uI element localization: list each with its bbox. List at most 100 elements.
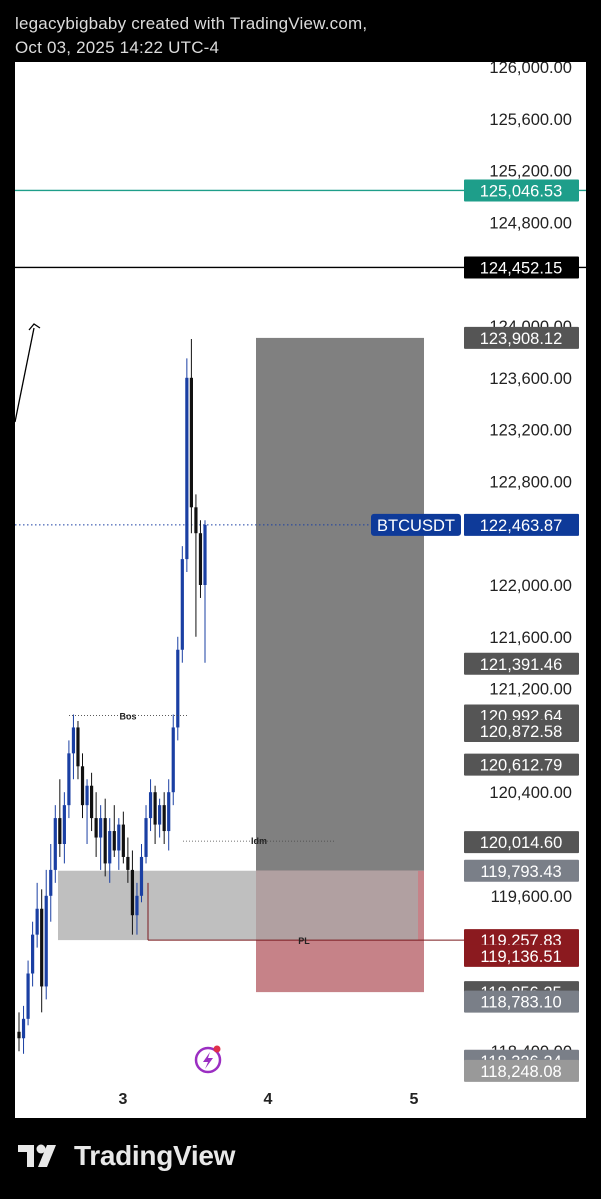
replay-icon[interactable] [194, 1045, 222, 1074]
candle-31[interactable] [158, 805, 162, 825]
y-axis: 126,000.00 125,600.00 125,200.00 124,800.00… [489, 62, 572, 1061]
candle-11[interactable] [67, 753, 71, 806]
candle-10[interactable] [62, 805, 66, 844]
x-tick-label: 4 [264, 1091, 273, 1108]
candle-24[interactable] [126, 856, 130, 870]
candle-15[interactable] [85, 785, 89, 806]
demand-zone[interactable] [58, 870, 418, 941]
candle-19[interactable] [103, 818, 107, 864]
price-tag-15[interactable] [464, 1059, 579, 1082]
price-tag-label-3: 122,463.87 [480, 517, 563, 535]
y-tick-label: 125,600.00 [489, 111, 572, 129]
idm-label: Idm [251, 836, 267, 846]
price-tag-3[interactable] [464, 513, 579, 536]
x-axis: 3 4 5 [119, 1091, 419, 1108]
candle-32[interactable] [162, 805, 166, 832]
candle-22[interactable] [117, 824, 121, 851]
y-tick-label: 122,000.00 [489, 577, 572, 595]
annotations-layer: Bos Idm PL [69, 711, 465, 946]
candle-25[interactable] [130, 869, 135, 916]
candle-14[interactable] [80, 766, 85, 806]
price-tag-label-13: 118,783.10 [480, 994, 561, 1012]
candle-37[interactable] [185, 377, 189, 560]
price-tag-0[interactable] [464, 179, 579, 202]
y-tick-label: 119,600.00 [491, 888, 572, 906]
bos-label: Bos [119, 711, 136, 721]
pl-label: PL [298, 936, 310, 946]
trend-arrow-head [28, 323, 41, 331]
y-tick-label: 123,200.00 [489, 422, 572, 440]
candle-27[interactable] [139, 856, 144, 896]
candle-8[interactable] [53, 818, 57, 870]
price-tag-label-15: 118,248.08 [480, 1063, 561, 1081]
candle-38[interactable] [189, 377, 193, 508]
candle-35[interactable] [176, 649, 180, 728]
price-tags: 125,046.53 124,452.15 123,908.12 122,463.87… [371, 179, 579, 1082]
candle-13[interactable] [76, 727, 80, 767]
price-tag-label-6: 120,872.58 [480, 723, 563, 741]
chart-timestamp: Oct 03, 2025 14:22 UTC-4 [15, 38, 220, 57]
candle-12[interactable] [71, 727, 76, 754]
candle-3[interactable] [31, 934, 35, 974]
trend-arrow-line[interactable] [15, 327, 35, 423]
candle-9[interactable] [58, 818, 62, 844]
candle-28[interactable] [144, 818, 148, 857]
candle-33[interactable] [167, 792, 171, 832]
chart-attribution: legacybigbaby created with TradingView.c… [15, 14, 368, 33]
candle-4[interactable] [35, 908, 39, 935]
candles-layer [17, 338, 207, 1054]
price-tag-6[interactable] [464, 720, 579, 743]
tradingview-logo-icon [18, 1144, 56, 1167]
candle-41[interactable] [203, 524, 207, 585]
price-tag-2[interactable] [464, 326, 579, 349]
price-tag-7[interactable] [464, 753, 579, 776]
candle-2[interactable] [26, 973, 30, 1019]
price-tag-label-11: 119,136.51 [480, 948, 561, 966]
x-tick-label: 5 [410, 1091, 419, 1108]
y-tick-label: 120,400.00 [489, 784, 572, 802]
candle-39[interactable] [194, 507, 198, 534]
price-tag-label-9: 119,793.43 [480, 863, 561, 881]
candle-40[interactable] [198, 533, 203, 585]
candle-6[interactable] [44, 895, 48, 987]
price-tag-1[interactable] [464, 256, 579, 279]
candle-17[interactable] [94, 818, 98, 838]
y-tick-label: 126,000.00 [489, 62, 572, 77]
candle-34[interactable] [171, 727, 175, 793]
price-tag-4[interactable] [464, 652, 579, 675]
y-tick-label: 122,800.00 [489, 473, 572, 491]
candle-36[interactable] [180, 559, 184, 650]
price-tag-13[interactable] [464, 990, 579, 1013]
candle-21[interactable] [112, 831, 116, 851]
y-tick-label: 121,200.00 [489, 681, 572, 699]
candle-23[interactable] [121, 824, 125, 857]
y-tick-label: 125,200.00 [489, 163, 572, 181]
candle-7[interactable] [49, 869, 53, 896]
footer-brand: TradingView [74, 1140, 236, 1171]
y-tick-label: 121,600.00 [489, 629, 572, 647]
candle-26[interactable] [135, 895, 139, 916]
price-tag-8[interactable] [464, 831, 579, 854]
candle-30[interactable] [153, 792, 157, 825]
price-tag-9[interactable] [464, 859, 579, 882]
y-tick-label: 123,600.00 [489, 370, 572, 388]
candle-5[interactable] [40, 908, 44, 987]
zones-layer [58, 337, 424, 993]
symbol-label: BTCUSDT [377, 517, 455, 535]
price-tag-label-7: 120,612.79 [480, 757, 563, 775]
candle-16[interactable] [89, 785, 94, 819]
candle-29[interactable] [148, 792, 153, 819]
price-tag-label-2: 123,908.12 [480, 330, 563, 348]
candle-18[interactable] [99, 818, 103, 838]
candle-1[interactable] [21, 1018, 26, 1039]
price-tag-label-0: 125,046.53 [480, 182, 563, 200]
price-tag-11[interactable] [464, 944, 579, 967]
chart-panel[interactable]: Bos Idm PL 126,000.00 125,600.00 125,200.00 1… [15, 62, 586, 1118]
candle-0[interactable] [17, 1031, 21, 1039]
stop-zone[interactable] [256, 337, 424, 871]
candle-20[interactable] [108, 831, 112, 864]
tradingview-logo: TradingView [18, 1140, 235, 1172]
symbol-badge[interactable] [371, 513, 461, 536]
price-tag-label-4: 121,391.46 [480, 656, 563, 674]
